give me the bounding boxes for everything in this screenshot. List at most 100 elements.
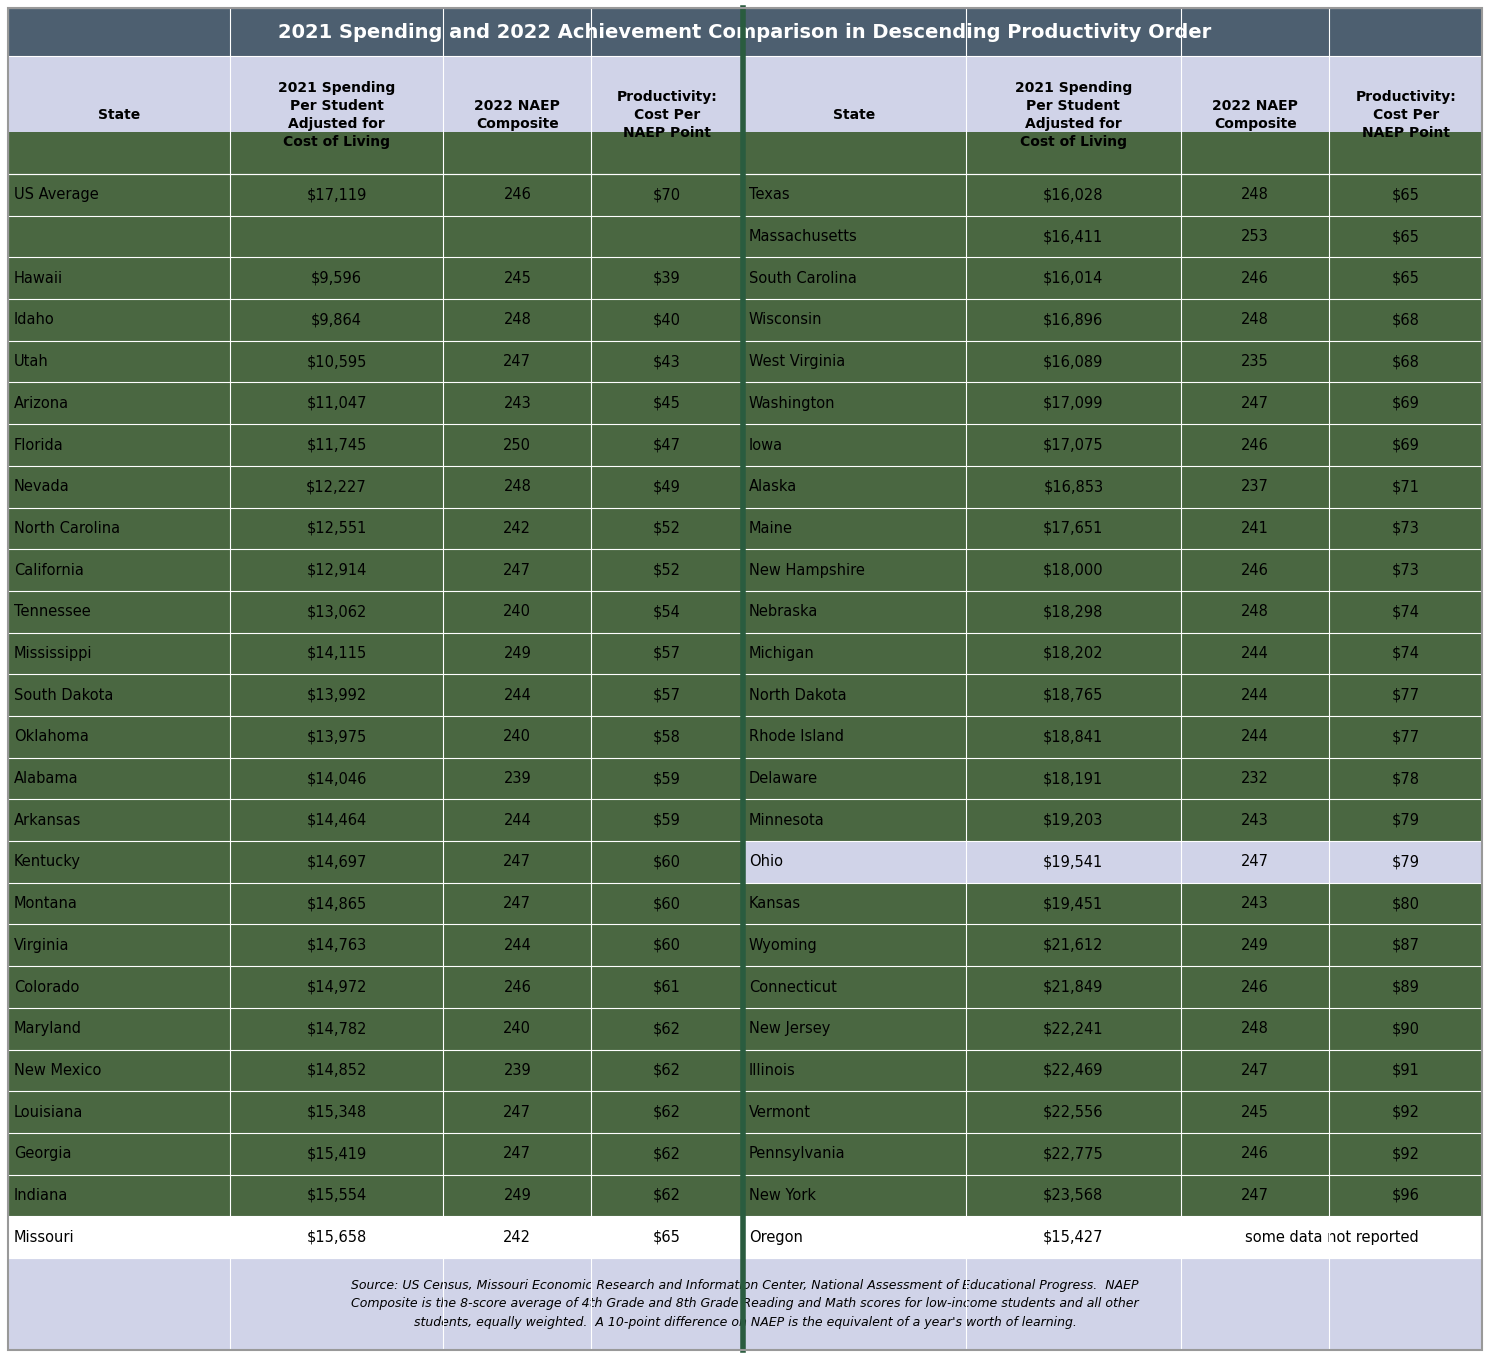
Text: $74: $74 — [1392, 604, 1420, 619]
Text: $15,427: $15,427 — [1043, 1229, 1104, 1245]
Text: $16,014: $16,014 — [1043, 270, 1104, 285]
Text: $22,775: $22,775 — [1043, 1146, 1104, 1161]
Text: Minnesota: Minnesota — [749, 812, 825, 828]
Text: $21,849: $21,849 — [1043, 979, 1104, 994]
Text: $90: $90 — [1392, 1021, 1420, 1036]
Text: 235: 235 — [1241, 354, 1269, 369]
Text: Connecticut: Connecticut — [749, 979, 837, 994]
Text: $18,841: $18,841 — [1043, 729, 1104, 744]
Bar — [7, 424, 744, 466]
Bar — [7, 841, 744, 883]
Text: US Average: US Average — [13, 187, 98, 202]
Text: $9,596: $9,596 — [311, 270, 362, 285]
Text: Alaska: Alaska — [749, 479, 797, 494]
Text: 249: 249 — [504, 1188, 532, 1203]
Bar — [7, 1008, 744, 1050]
Text: Wyoming: Wyoming — [749, 938, 818, 953]
Text: $52: $52 — [653, 521, 681, 536]
Text: Vermont: Vermont — [749, 1104, 811, 1119]
Text: Kentucky: Kentucky — [13, 854, 80, 869]
Bar — [7, 1258, 1483, 1350]
Text: 237: 237 — [1241, 479, 1269, 494]
Text: 249: 249 — [504, 646, 532, 661]
Bar — [744, 549, 1483, 591]
Text: 248: 248 — [1241, 312, 1269, 327]
Text: 248: 248 — [1241, 187, 1269, 202]
Text: $59: $59 — [653, 812, 681, 828]
Text: $62: $62 — [653, 1063, 681, 1078]
Text: $14,852: $14,852 — [307, 1063, 367, 1078]
Text: 246: 246 — [1241, 437, 1269, 452]
Text: $9,864: $9,864 — [311, 312, 362, 327]
Text: 242: 242 — [504, 521, 532, 536]
Text: Oklahoma: Oklahoma — [13, 729, 89, 744]
Text: 244: 244 — [1241, 646, 1269, 661]
Text: 245: 245 — [1241, 1104, 1269, 1119]
Bar — [744, 216, 1483, 258]
Text: $68: $68 — [1392, 312, 1420, 327]
Bar — [7, 1092, 744, 1133]
Text: $17,075: $17,075 — [1043, 437, 1104, 452]
Text: $60: $60 — [653, 938, 681, 953]
Text: 232: 232 — [1241, 771, 1269, 786]
Text: $62: $62 — [653, 1021, 681, 1036]
Text: Tennessee: Tennessee — [13, 604, 91, 619]
Text: $89: $89 — [1392, 979, 1420, 994]
Bar — [744, 258, 1483, 299]
Bar — [744, 1092, 1483, 1133]
Text: $65: $65 — [1392, 187, 1420, 202]
Text: 2021 Spending
Per Student
Adjusted for
Cost of Living: 2021 Spending Per Student Adjusted for C… — [279, 81, 395, 149]
Text: South Carolina: South Carolina — [749, 270, 857, 285]
Bar — [744, 299, 1483, 341]
Text: $23,568: $23,568 — [1043, 1188, 1104, 1203]
Text: $18,191: $18,191 — [1043, 771, 1104, 786]
Text: $43: $43 — [653, 354, 681, 369]
Text: $19,451: $19,451 — [1043, 896, 1104, 911]
Text: $57: $57 — [653, 687, 681, 702]
Text: 247: 247 — [1241, 395, 1269, 411]
Bar — [7, 56, 1483, 174]
Text: $18,765: $18,765 — [1043, 687, 1104, 702]
Text: Delaware: Delaware — [749, 771, 818, 786]
Text: Illinois: Illinois — [749, 1063, 796, 1078]
Text: $62: $62 — [653, 1146, 681, 1161]
Text: $49: $49 — [653, 479, 681, 494]
Text: 2022 NAEP
Composite: 2022 NAEP Composite — [474, 99, 560, 130]
Bar — [7, 466, 744, 508]
Text: $61: $61 — [653, 979, 681, 994]
Text: 248: 248 — [504, 479, 532, 494]
Text: $17,651: $17,651 — [1043, 521, 1104, 536]
Text: $15,419: $15,419 — [307, 1146, 367, 1161]
Bar — [7, 925, 744, 966]
Text: $15,348: $15,348 — [307, 1104, 367, 1119]
Text: 247: 247 — [504, 562, 532, 577]
Text: $65: $65 — [1392, 270, 1420, 285]
Text: Utah: Utah — [13, 354, 49, 369]
Text: $19,541: $19,541 — [1043, 854, 1104, 869]
Text: 245: 245 — [504, 270, 532, 285]
Bar — [7, 174, 744, 216]
Text: $65: $65 — [653, 1229, 681, 1245]
Bar — [7, 549, 744, 591]
Bar — [7, 1133, 744, 1175]
Bar — [7, 341, 744, 383]
Text: Hawaii: Hawaii — [13, 270, 63, 285]
Bar — [7, 508, 744, 549]
Bar — [7, 883, 744, 925]
Text: $96: $96 — [1392, 1188, 1420, 1203]
Text: 240: 240 — [504, 604, 532, 619]
Text: North Carolina: North Carolina — [13, 521, 121, 536]
Text: New Hampshire: New Hampshire — [749, 562, 864, 577]
Text: $60: $60 — [653, 854, 681, 869]
Text: $92: $92 — [1392, 1104, 1420, 1119]
Text: 2022 NAEP
Composite: 2022 NAEP Composite — [1213, 99, 1298, 130]
Text: $22,469: $22,469 — [1043, 1063, 1104, 1078]
Bar — [744, 841, 1483, 883]
Text: 253: 253 — [1241, 230, 1269, 244]
Text: $54: $54 — [653, 604, 681, 619]
Text: $14,697: $14,697 — [307, 854, 367, 869]
Text: $14,782: $14,782 — [307, 1021, 367, 1036]
Bar — [7, 132, 744, 174]
Text: North Dakota: North Dakota — [749, 687, 846, 702]
Text: South Dakota: South Dakota — [13, 687, 113, 702]
